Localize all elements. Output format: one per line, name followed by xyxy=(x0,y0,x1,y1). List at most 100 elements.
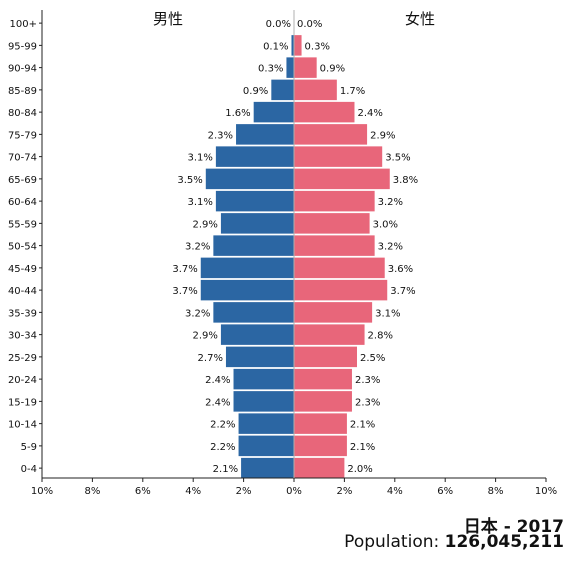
label-male-45-49: 3.7% xyxy=(172,264,197,275)
label-female-60-64: 3.2% xyxy=(378,197,403,208)
bar-male-0-4 xyxy=(241,457,294,479)
bar-male-65-69 xyxy=(205,168,294,190)
bar-female-45-49 xyxy=(294,257,385,279)
bar-male-80-84 xyxy=(253,101,294,123)
age-label-25-29: 25-29 xyxy=(8,353,37,364)
bar-male-85-89 xyxy=(271,79,294,101)
bar-female-60-64 xyxy=(294,190,375,212)
bar-male-70-74 xyxy=(215,146,294,167)
bar-male-25-29 xyxy=(225,346,294,368)
age-label-0-4: 0-4 xyxy=(21,464,37,475)
bar-female-30-34 xyxy=(294,324,365,345)
x-tick-label-9: 8% xyxy=(488,486,504,497)
label-female-65-69: 3.8% xyxy=(393,175,418,186)
population-value: 126,045,211 xyxy=(444,532,564,552)
label-male-55-59: 2.9% xyxy=(193,219,218,230)
bar-female-85-89 xyxy=(294,79,337,101)
x-tick-label-6: 2% xyxy=(336,486,352,497)
bar-male-20-24 xyxy=(233,368,294,390)
label-female-25-29: 2.5% xyxy=(360,353,385,364)
bar-female-50-54 xyxy=(294,235,375,256)
bar-female-15-19 xyxy=(294,391,352,412)
age-label-90-94: 90-94 xyxy=(8,64,37,75)
label-male-15-19: 2.4% xyxy=(205,397,230,408)
bar-male-45-49 xyxy=(200,257,294,279)
bar-male-10-14 xyxy=(238,413,294,434)
bar-female-20-24 xyxy=(294,368,352,390)
bar-female-25-29 xyxy=(294,346,357,368)
label-female-40-44: 3.7% xyxy=(390,286,415,297)
bar-female-55-59 xyxy=(294,213,370,234)
label-female-80-84: 2.4% xyxy=(357,108,382,119)
label-male-30-34: 2.9% xyxy=(193,331,218,342)
label-female-50-54: 3.2% xyxy=(378,242,403,253)
label-male-50-54: 3.2% xyxy=(185,242,210,253)
age-label-65-69: 65-69 xyxy=(8,175,37,186)
age-label-30-34: 30-34 xyxy=(8,331,37,342)
label-male-60-64: 3.1% xyxy=(187,197,212,208)
label-female-100-plus: 0.0% xyxy=(297,19,322,30)
bar-male-90-94 xyxy=(286,57,294,78)
label-male-10-14: 2.2% xyxy=(210,420,235,431)
label-male-40-44: 3.7% xyxy=(172,286,197,297)
bar-female-90-94 xyxy=(294,57,317,78)
label-male-95-99: 0.1% xyxy=(263,41,288,52)
bar-female-95-99 xyxy=(294,35,302,56)
x-tick-label-2: 6% xyxy=(135,486,151,497)
age-label-95-99: 95-99 xyxy=(8,41,37,52)
age-label-50-54: 50-54 xyxy=(8,242,37,253)
label-female-45-49: 3.6% xyxy=(388,264,413,275)
x-tick-label-10: 10% xyxy=(535,486,557,497)
x-tick-label-5: 0% xyxy=(286,486,302,497)
x-tick-label-1: 8% xyxy=(84,486,100,497)
population-label: Population: xyxy=(344,532,445,552)
label-male-20-24: 2.4% xyxy=(205,375,230,386)
bar-female-5-9 xyxy=(294,435,347,457)
age-label-20-24: 20-24 xyxy=(8,375,37,386)
age-label-55-59: 55-59 xyxy=(8,219,37,230)
bar-female-80-84 xyxy=(294,101,355,123)
label-male-85-89: 0.9% xyxy=(243,86,268,97)
label-female-15-19: 2.3% xyxy=(355,397,380,408)
label-male-35-39: 3.2% xyxy=(185,308,210,319)
age-label-85-89: 85-89 xyxy=(8,86,37,97)
series-header-female: 女性 xyxy=(405,10,435,28)
bar-female-65-69 xyxy=(294,168,390,190)
x-tick-label-0: 10% xyxy=(31,486,53,497)
x-tick-label-4: 2% xyxy=(236,486,252,497)
label-male-100-plus: 0.0% xyxy=(266,19,291,30)
label-male-75-79: 2.3% xyxy=(208,130,233,141)
label-female-70-74: 3.5% xyxy=(385,153,410,164)
age-label-45-49: 45-49 xyxy=(8,264,37,275)
bar-female-10-14 xyxy=(294,413,347,434)
age-label-40-44: 40-44 xyxy=(8,286,37,297)
series-header-male: 男性 xyxy=(153,10,183,28)
bar-male-95-99 xyxy=(291,35,294,56)
x-tick-label-3: 4% xyxy=(185,486,201,497)
age-label-100-plus: 100+ xyxy=(10,19,37,30)
bar-male-55-59 xyxy=(220,213,294,234)
label-female-95-99: 0.3% xyxy=(305,41,330,52)
bar-female-40-44 xyxy=(294,279,388,301)
bar-male-60-64 xyxy=(215,190,294,212)
bar-male-40-44 xyxy=(200,279,294,301)
label-female-75-79: 2.9% xyxy=(370,130,395,141)
label-male-0-4: 2.1% xyxy=(213,464,238,475)
label-female-85-89: 1.7% xyxy=(340,86,365,97)
label-female-0-4: 2.0% xyxy=(347,464,372,475)
label-female-10-14: 2.1% xyxy=(350,420,375,431)
population-caption: Population: 126,045,211 xyxy=(344,532,564,552)
label-female-55-59: 3.0% xyxy=(373,219,398,230)
label-female-35-39: 3.1% xyxy=(375,308,400,319)
bar-female-35-39 xyxy=(294,302,373,323)
label-male-65-69: 3.5% xyxy=(177,175,202,186)
bar-male-50-54 xyxy=(213,235,294,256)
x-tick-label-7: 4% xyxy=(387,486,403,497)
bar-male-30-34 xyxy=(220,324,294,345)
age-label-5-9: 5-9 xyxy=(21,442,37,453)
label-male-5-9: 2.2% xyxy=(210,442,235,453)
bar-male-75-79 xyxy=(236,124,294,145)
country-year-caption: 日本 - 2017 xyxy=(463,517,564,537)
bar-female-70-74 xyxy=(294,146,383,167)
bar-female-0-4 xyxy=(294,457,345,479)
